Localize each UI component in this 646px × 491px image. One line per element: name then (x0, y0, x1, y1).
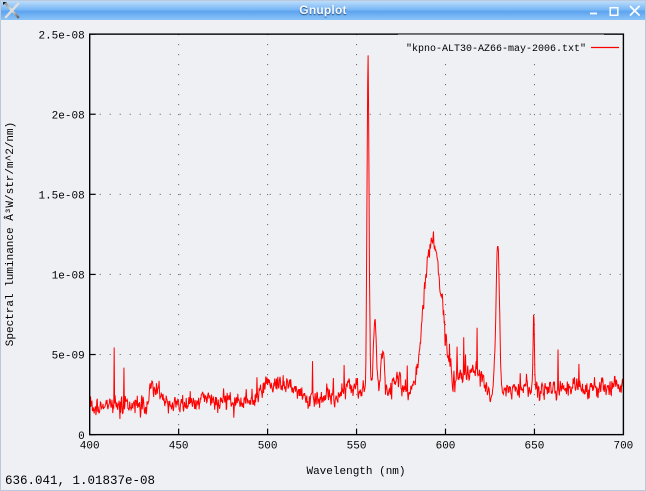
svg-text:1e-08: 1e-08 (52, 271, 85, 283)
svg-text:2e-08: 2e-08 (52, 110, 85, 122)
svg-text:"kpno-ALT30-AZ66-may-2006.txt": "kpno-ALT30-AZ66-may-2006.txt" (406, 43, 586, 55)
svg-text:650: 650 (525, 441, 545, 453)
svg-text:1.5e-08: 1.5e-08 (38, 191, 84, 203)
svg-text:600: 600 (436, 441, 456, 453)
svg-text:5e-09: 5e-09 (52, 351, 85, 363)
svg-text:Spectral luminance Â³W/str/m^2: Spectral luminance Â³W/str/m^2/nm) (3, 122, 17, 346)
svg-text:700: 700 (613, 441, 633, 453)
svg-text:0: 0 (78, 431, 85, 443)
svg-text:550: 550 (347, 441, 367, 453)
svg-text:450: 450 (169, 441, 189, 453)
svg-text:Wavelength (nm): Wavelength (nm) (306, 466, 405, 478)
svg-text:2.5e-08: 2.5e-08 (38, 30, 84, 42)
svg-text:500: 500 (258, 441, 278, 453)
